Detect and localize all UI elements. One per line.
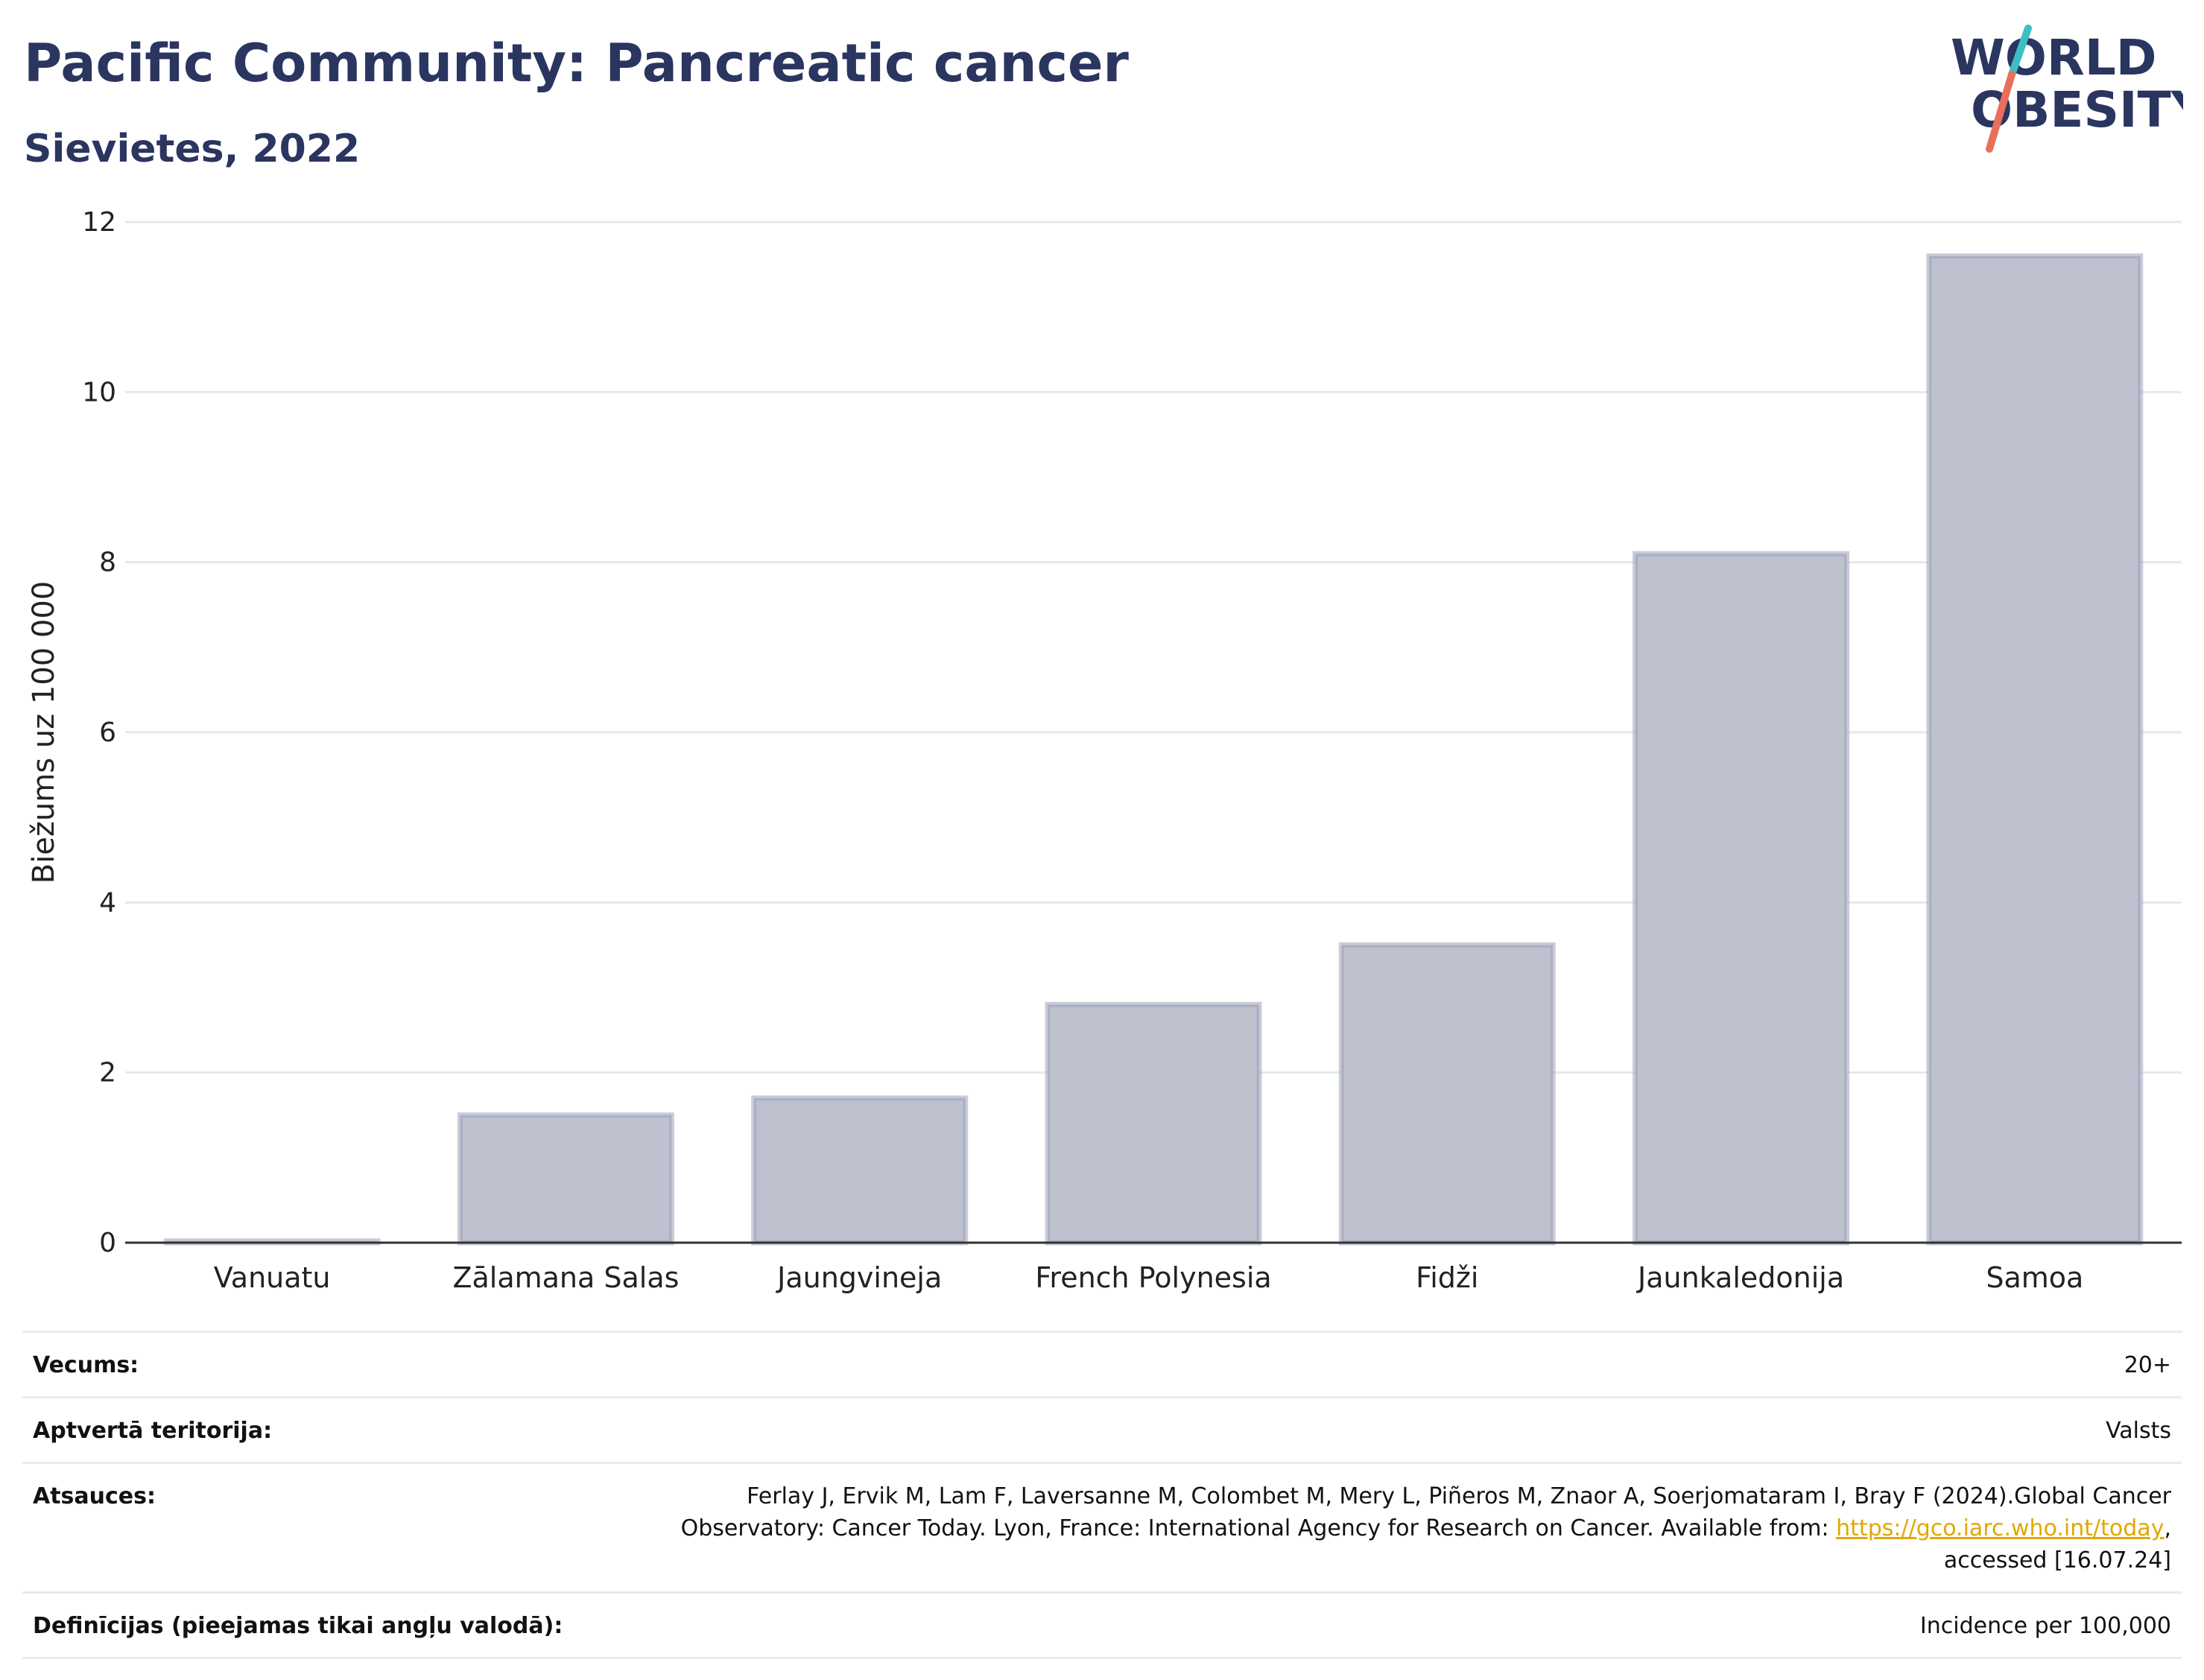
info-row-references: Atsauces: Ferlay J, Ervik M, Lam F, Lave… bbox=[22, 1462, 2182, 1593]
coverage-label: Aptvertā teritorija: bbox=[22, 1396, 609, 1463]
info-row-coverage: Aptvertā teritorija: Valsts bbox=[22, 1396, 2182, 1463]
references-value: Ferlay J, Ervik M, Lam F, Laversanne M, … bbox=[609, 1462, 2182, 1593]
chart-subtitle: Sievietes, 2022 bbox=[24, 127, 361, 171]
y-tick-label: 10 bbox=[82, 377, 116, 408]
definitions-value: Incidence per 100,000 bbox=[609, 1591, 2182, 1659]
age-value: 20+ bbox=[609, 1331, 2182, 1398]
world-obesity-logo: WORLD OBESITY bbox=[1951, 25, 2183, 153]
y-tick-label: 2 bbox=[99, 1058, 116, 1088]
bar bbox=[751, 1095, 969, 1246]
y-tick-label: 8 bbox=[99, 548, 116, 578]
age-label: Vecums: bbox=[22, 1331, 609, 1398]
references-line-1: Ferlay J, Ervik M, Lam F, Laversanne M, … bbox=[747, 1483, 2171, 1509]
references-line-3: accessed [16.07.24] bbox=[1943, 1547, 2171, 1573]
x-tick-label: Vanuatu bbox=[214, 1261, 331, 1294]
info-row-age: Vecums: 20+ bbox=[22, 1331, 2182, 1398]
info-row-definitions: Definīcijas (pieejamas tikai angļu valod… bbox=[22, 1591, 2182, 1659]
y-tick-label: 0 bbox=[99, 1228, 116, 1258]
x-tick-label: Jaunkaledonija bbox=[1636, 1261, 1844, 1294]
bar bbox=[457, 1112, 674, 1246]
bar bbox=[1338, 942, 1556, 1246]
y-tick-label: 12 bbox=[82, 207, 116, 238]
y-tick-label: 4 bbox=[99, 887, 116, 918]
logo-word-world: WORLD bbox=[1951, 29, 2157, 86]
bar bbox=[1633, 551, 1850, 1246]
coverage-value: Valsts bbox=[609, 1396, 2182, 1463]
y-tick-label: 6 bbox=[99, 717, 116, 748]
x-tick-label: Samoa bbox=[1986, 1261, 2083, 1294]
info-table: Vecums: 20+ Aptvertā teritorija: Valsts … bbox=[22, 1331, 2182, 1659]
bar bbox=[1926, 253, 2144, 1246]
source-link[interactable]: https://gco.iarc.who.int/today bbox=[1836, 1515, 2165, 1541]
definitions-label: Definīcijas (pieejamas tikai angļu valod… bbox=[22, 1591, 609, 1659]
logo-slash-coral bbox=[1986, 71, 2015, 153]
bar bbox=[1045, 1001, 1262, 1246]
y-axis-title: Biežums uz 100 000 bbox=[27, 581, 61, 884]
x-tick-label: French Polynesia bbox=[1035, 1261, 1271, 1294]
chart-title: Pacific Community: Pancreatic cancer bbox=[24, 33, 1129, 94]
references-line-2: Observatory: Cancer Today. Lyon, France:… bbox=[680, 1515, 1829, 1541]
x-tick-label: Fidži bbox=[1416, 1261, 1478, 1294]
references-label: Atsauces: bbox=[22, 1462, 609, 1593]
bar-chart: 0 2 4 6 8 10 12 Vanuatu Zālamana Salas Jaungvinej… bbox=[27, 207, 2182, 1294]
x-tick-label: Zālamana Salas bbox=[452, 1261, 679, 1294]
x-tick-label: Jaungvineja bbox=[776, 1261, 942, 1294]
logo-slash-teal bbox=[2008, 25, 2032, 78]
